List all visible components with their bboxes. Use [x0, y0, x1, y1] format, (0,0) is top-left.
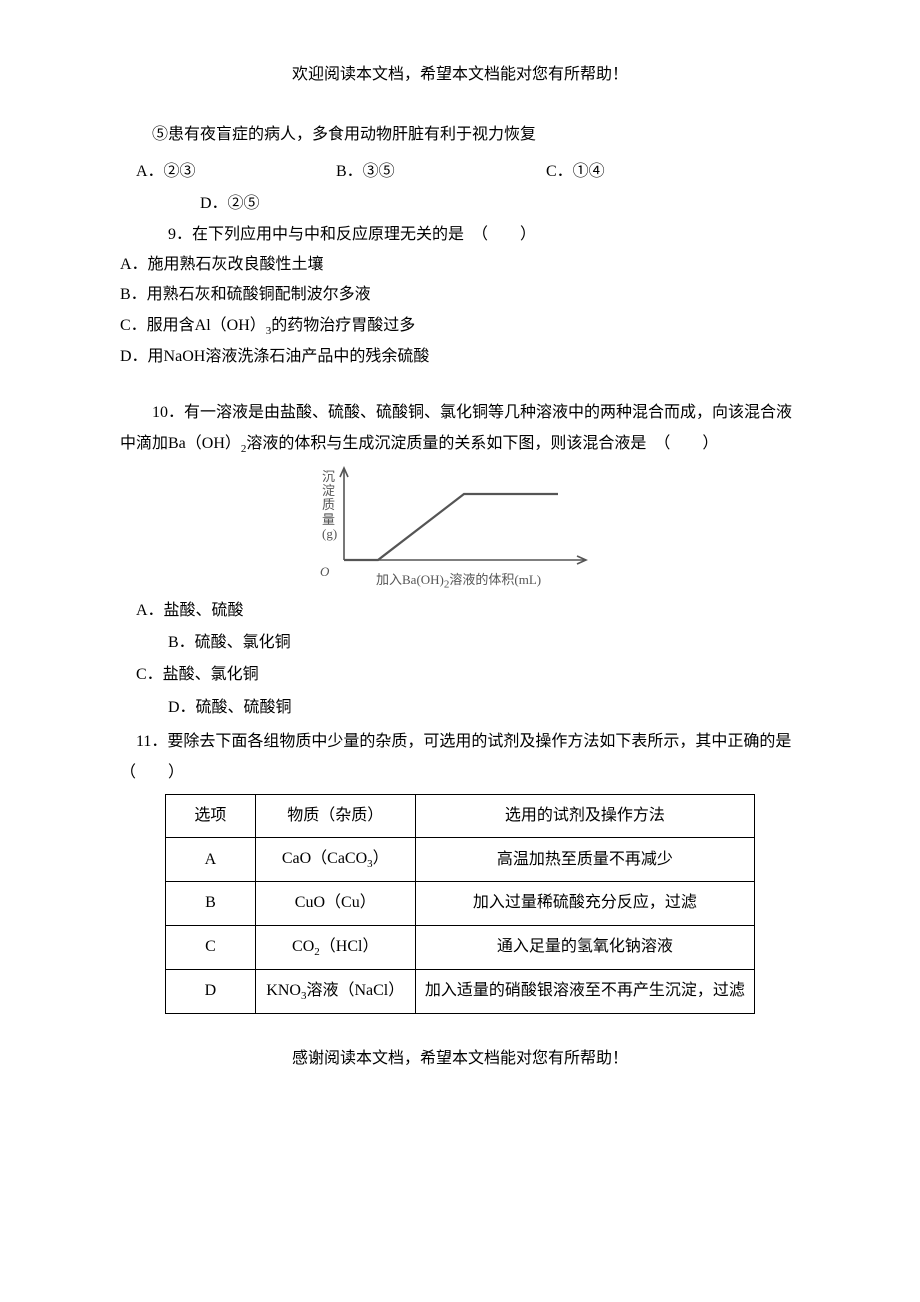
table-row: BCuO（Cu）加入过量稀硫酸充分反应，过滤 — [166, 882, 755, 925]
cell-method: 加入适量的硝酸银溶液至不再产生沉淀，过滤 — [415, 969, 754, 1013]
cell-substance: CaO（CaCO3） — [255, 838, 415, 882]
q8-choice-b: B．③⑤ — [336, 157, 546, 187]
chart-xlabel-pre: 加入Ba(OH) — [376, 572, 444, 587]
q8-choices-row: A．②③ B．③⑤ C．①④ — [136, 157, 800, 187]
cell-substance: CO2（HCl） — [255, 925, 415, 969]
q9-c-pre: C．服用含Al（OH） — [120, 317, 266, 334]
q10-chart: 沉淀质量(g) O 加入Ba(OH)2溶液的体积(mL) — [290, 464, 630, 594]
q10-option-c: C．盐酸、氯化铜 — [136, 660, 800, 690]
table-row: DKNO3溶液（NaCl）加入适量的硝酸银溶液至不再产生沉淀，过滤 — [166, 969, 755, 1013]
q10-option-b: B．硫酸、氯化铜 — [136, 628, 800, 658]
cell-option: C — [166, 925, 256, 969]
th-substance: 物质（杂质） — [255, 795, 415, 838]
q8-choice-c: C．①④ — [546, 157, 666, 187]
q8-choice-a: A．②③ — [136, 157, 336, 187]
q10-option-a: A．盐酸、硫酸 — [136, 596, 800, 626]
table-header-row: 选项 物质（杂质） 选用的试剂及操作方法 — [166, 795, 755, 838]
th-option: 选项 — [166, 795, 256, 838]
chart-svg — [290, 464, 630, 584]
q10-stem: 10．有一溶液是由盐酸、硫酸、硫酸铜、氯化铜等几种溶液中的两种混合而成，向该混合… — [120, 398, 800, 459]
q10-stem-post: 溶液的体积与生成沉淀质量的关系如下图，则该混合液是 （ ） — [246, 435, 718, 452]
page-header: 欢迎阅读本文档，希望本文档能对您有所帮助！ — [120, 60, 800, 90]
q11-stem: 11．要除去下面各组物质中少量的杂质，可选用的试剂及操作方法如下表所示，其中正确… — [120, 727, 800, 788]
q9-c-post: 的药物治疗胃酸过多 — [271, 317, 415, 334]
q10-options: A．盐酸、硫酸 B．硫酸、氯化铜 C．盐酸、氯化铜 D．硫酸、硫酸铜 — [136, 596, 800, 724]
table-row: CCO2（HCl）通入足量的氢氧化钠溶液 — [166, 925, 755, 969]
chart-ylabel: 沉淀质量(g) — [322, 470, 336, 541]
page-footer: 感谢阅读本文档，希望本文档能对您有所帮助！ — [120, 1044, 800, 1074]
cell-method: 高温加热至质量不再减少 — [415, 838, 754, 882]
q10-option-d: D．硫酸、硫酸铜 — [136, 693, 800, 723]
q9-option-b: B．用熟石灰和硫酸铜配制波尔多液 — [120, 280, 800, 310]
table-row: ACaO（CaCO3）高温加热至质量不再减少 — [166, 838, 755, 882]
q9-option-a: A．施用熟石灰改良酸性土壤 — [120, 250, 800, 280]
q8-statement-5: ⑤患有夜盲症的病人，多食用动物肝脏有利于视力恢复 — [120, 120, 800, 150]
chart-xlabel: 加入Ba(OH)2溶液的体积(mL) — [376, 568, 541, 595]
q9-stem: 9．在下列应用中与中和反应原理无关的是 （ ） — [120, 220, 800, 250]
q11-table: 选项 物质（杂质） 选用的试剂及操作方法 ACaO（CaCO3）高温加热至质量不… — [165, 794, 755, 1014]
q9-option-d: D．用NaOH溶液洗涤石油产品中的残余硫酸 — [120, 342, 800, 372]
cell-substance: CuO（Cu） — [255, 882, 415, 925]
th-method: 选用的试剂及操作方法 — [415, 795, 754, 838]
q9-option-c: C．服用含Al（OH）3的药物治疗胃酸过多 — [120, 311, 800, 342]
cell-method: 通入足量的氢氧化钠溶液 — [415, 925, 754, 969]
cell-option: B — [166, 882, 256, 925]
cell-substance: KNO3溶液（NaCl） — [255, 969, 415, 1013]
cell-method: 加入过量稀硫酸充分反应，过滤 — [415, 882, 754, 925]
cell-option: A — [166, 838, 256, 882]
q8-choice-d: D．②⑤ — [200, 189, 800, 219]
cell-option: D — [166, 969, 256, 1013]
chart-origin: O — [320, 560, 329, 585]
chart-xlabel-post: 溶液的体积(mL) — [449, 572, 541, 587]
